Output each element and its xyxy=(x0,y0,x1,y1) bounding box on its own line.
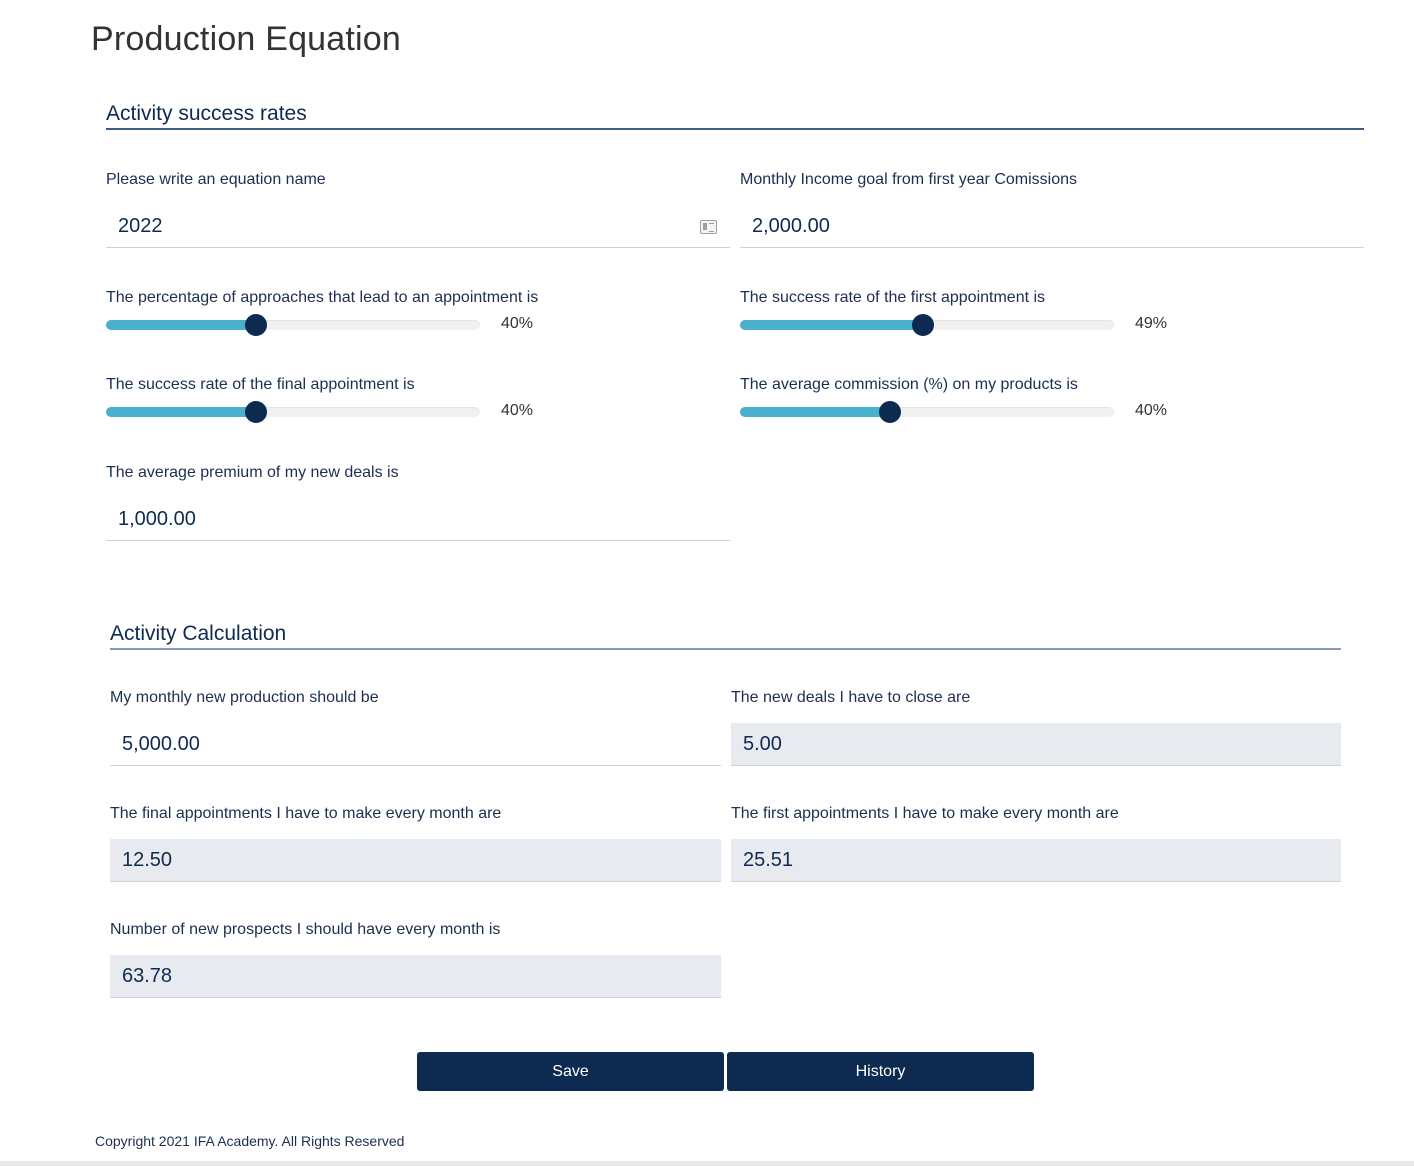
approach-rate-label: The percentage of approaches that lead t… xyxy=(106,289,539,306)
average-premium-input[interactable] xyxy=(106,498,730,541)
first-appointment-rate-slider[interactable] xyxy=(740,314,1114,336)
equation-name-label: Please write an equation name xyxy=(106,171,326,188)
first-appointment-rate-label: The success rate of the first appointmen… xyxy=(740,289,1046,306)
section-header-activity-calculation: Activity Calculation xyxy=(110,622,1341,650)
final-appointment-rate-label: The success rate of the final appointmen… xyxy=(106,376,415,393)
average-premium-label: The average premium of my new deals is xyxy=(106,464,399,481)
new-deals-field xyxy=(731,723,1341,766)
new-prospects-label: Number of new prospects I should have ev… xyxy=(110,921,501,938)
slider-thumb[interactable] xyxy=(878,401,901,423)
approach-rate-value: 40% xyxy=(501,315,534,332)
new-deals-label: The new deals I have to close are xyxy=(731,689,971,706)
page-title: Production Equation xyxy=(91,20,402,58)
monthly-income-goal-input[interactable] xyxy=(740,205,1364,248)
final-appointment-rate-value: 40% xyxy=(501,402,534,419)
average-commission-label: The average commission (%) on my product… xyxy=(740,376,1078,393)
slider-thumb[interactable] xyxy=(912,314,935,336)
monthly-income-goal-label: Monthly Income goal from first year Comi… xyxy=(740,171,1077,188)
save-button[interactable]: Save xyxy=(417,1052,724,1091)
average-commission-slider[interactable] xyxy=(740,401,1114,423)
final-appointments-field xyxy=(110,839,721,882)
first-appointment-rate-value: 49% xyxy=(1135,315,1168,332)
history-button[interactable]: History xyxy=(727,1052,1034,1091)
slider-fill xyxy=(740,407,890,417)
monthly-new-production-input[interactable] xyxy=(110,723,721,766)
slider-thumb[interactable] xyxy=(244,314,267,336)
approach-rate-slider[interactable] xyxy=(106,314,480,336)
section-header-activity-success-rates: Activity success rates xyxy=(106,102,1364,130)
new-prospects-field xyxy=(110,955,721,998)
monthly-new-production-label: My monthly new production should be xyxy=(110,689,379,706)
footer-bar xyxy=(0,1161,1414,1166)
slider-fill xyxy=(740,320,924,330)
footer-copyright: Copyright 2021 IFA Academy. All Rights R… xyxy=(95,1133,405,1149)
contact-card-icon[interactable] xyxy=(700,220,717,234)
first-appointments-field xyxy=(731,839,1341,882)
first-appointments-label: The first appointments I have to make ev… xyxy=(731,805,1119,822)
slider-thumb[interactable] xyxy=(244,401,267,423)
slider-fill xyxy=(106,407,256,417)
final-appointment-rate-slider[interactable] xyxy=(106,401,480,423)
average-commission-value: 40% xyxy=(1135,402,1168,419)
slider-fill xyxy=(106,320,256,330)
equation-name-input[interactable] xyxy=(106,205,730,248)
final-appointments-label: The final appointments I have to make ev… xyxy=(110,805,502,822)
